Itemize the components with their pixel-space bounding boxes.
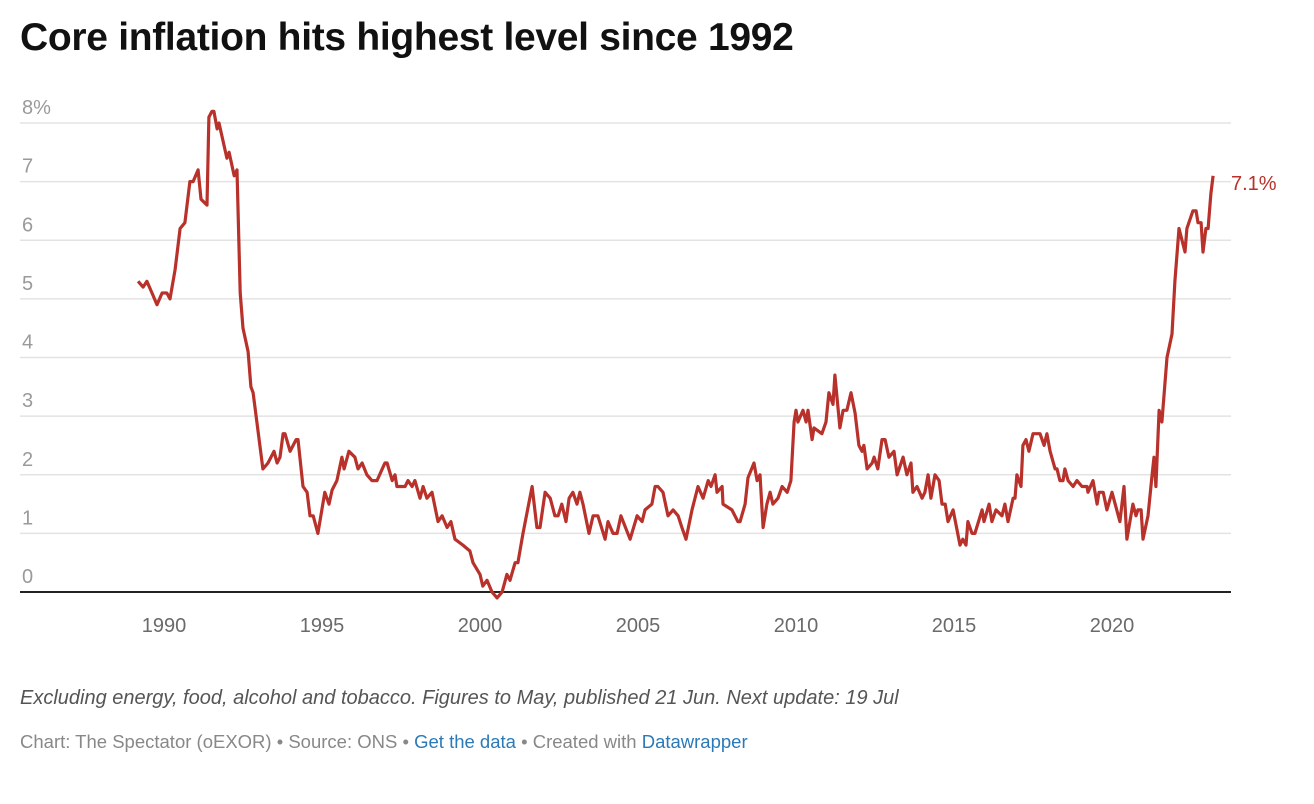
end-value-label: 7.1% — [1231, 173, 1277, 195]
x-tick-label: 2005 — [616, 615, 661, 637]
y-axis-ticks: 0 1 2 3 4 5 6 7 8% — [22, 97, 51, 588]
y-tick-label: 6 — [22, 214, 33, 236]
y-tick-label: 7 — [22, 156, 33, 178]
gridlines — [20, 122, 1231, 535]
x-tick-label: 2020 — [1090, 615, 1135, 637]
separator: • — [402, 731, 409, 752]
x-tick-label: 1995 — [300, 615, 345, 637]
y-tick-label: 5 — [22, 273, 33, 295]
chart-notes: Excluding energy, food, alcohol and toba… — [20, 687, 899, 709]
y-tick-label: 8% — [22, 97, 51, 119]
chart-credit: Chart: The Spectator (oEXOR) — [20, 731, 272, 752]
x-tick-label: 2000 — [458, 615, 503, 637]
source: Source: ONS — [288, 731, 398, 752]
y-tick-label: 2 — [22, 449, 33, 471]
get-the-data-link[interactable]: Get the data — [414, 731, 516, 752]
x-tick-label: 1990 — [142, 615, 187, 637]
chart-title: Core inflation hits highest level since … — [20, 16, 794, 59]
separator: • — [276, 731, 284, 752]
y-tick-label: 0 — [22, 566, 33, 588]
core-inflation-line — [136, 109, 1215, 600]
y-tick-label: 4 — [22, 332, 33, 354]
datawrapper-link[interactable]: Datawrapper — [641, 731, 748, 752]
chart-credits: Chart: The Spectator (oEXOR) • Source: O… — [20, 731, 748, 753]
x-tick-label: 2015 — [932, 615, 977, 637]
x-tick-label: 2010 — [774, 615, 819, 637]
y-tick-label: 1 — [22, 507, 33, 529]
y-tick-label: 3 — [22, 390, 33, 412]
created-with: Created with — [532, 731, 637, 752]
x-axis-ticks: 1990 1995 2000 2005 2010 2015 2020 — [142, 615, 1135, 637]
separator: • — [521, 731, 528, 752]
